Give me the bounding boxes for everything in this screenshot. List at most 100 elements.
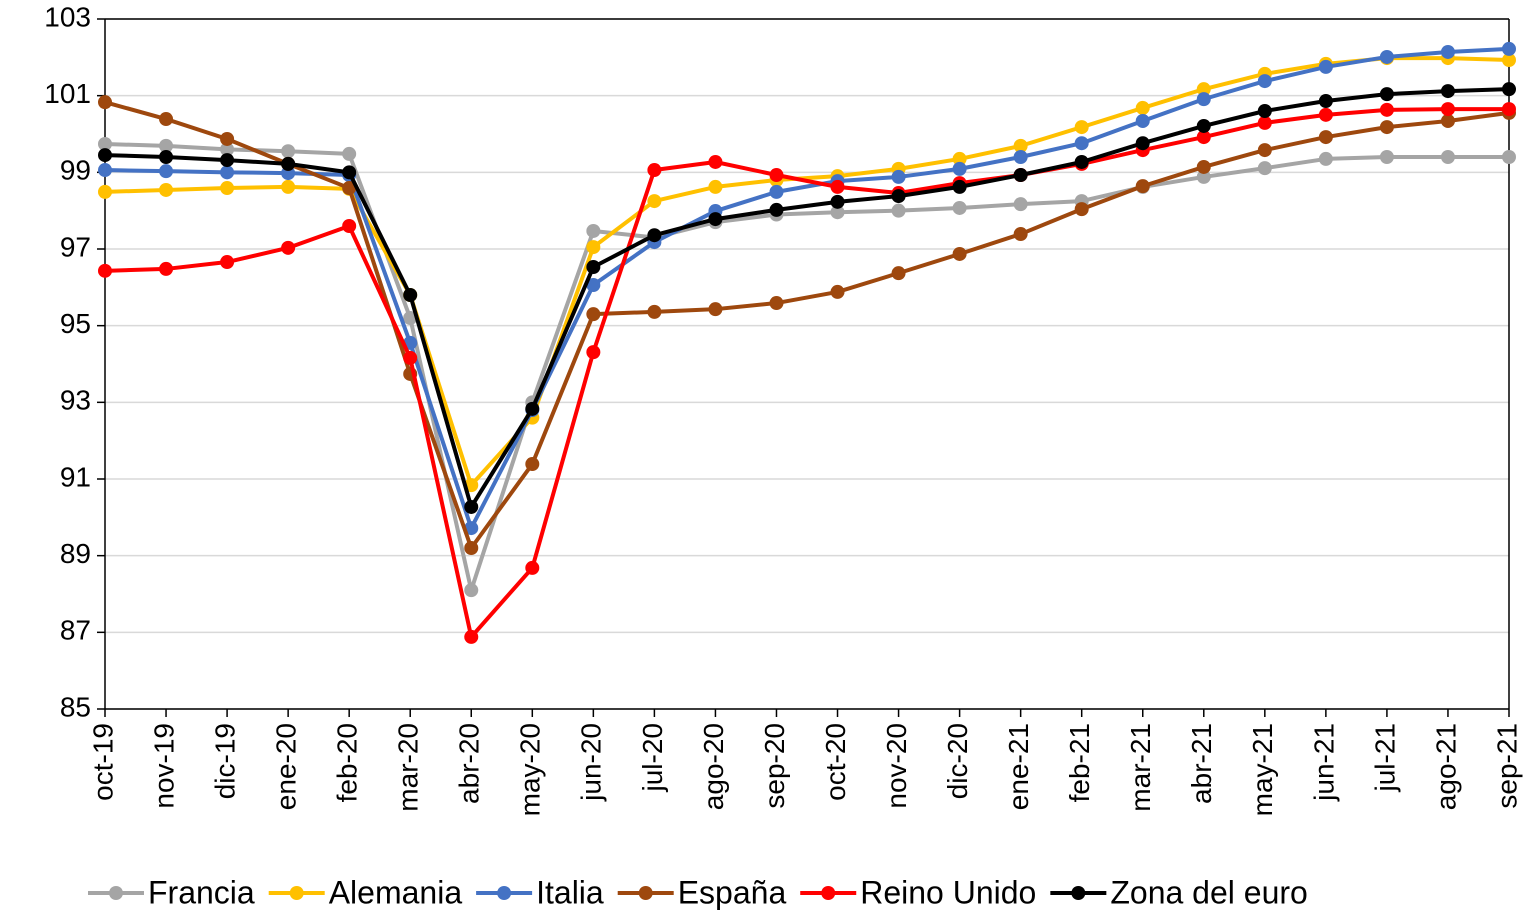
point xyxy=(1135,113,1150,128)
x-tick-label: may-20 xyxy=(515,723,546,816)
point xyxy=(342,181,357,196)
legend-marker xyxy=(497,886,512,900)
point xyxy=(281,156,296,171)
y-tick-label: 91 xyxy=(60,461,91,492)
point xyxy=(586,307,601,322)
point xyxy=(1013,138,1028,153)
point xyxy=(98,148,112,163)
point xyxy=(1257,104,1272,118)
x-tick-label: jul-20 xyxy=(637,723,668,792)
point xyxy=(342,165,357,180)
point xyxy=(1318,107,1333,122)
series-line xyxy=(104,56,1510,488)
y-tick-label: 85 xyxy=(60,691,91,722)
x-tick-label: ago-20 xyxy=(698,723,729,810)
point xyxy=(1440,102,1455,117)
point xyxy=(1379,102,1394,117)
series-line xyxy=(104,87,1510,509)
point xyxy=(342,146,357,161)
point xyxy=(220,153,235,168)
point xyxy=(586,240,601,255)
point xyxy=(1074,136,1089,151)
point xyxy=(159,112,174,127)
point xyxy=(1440,113,1455,128)
x-tick-label: oct-19 xyxy=(87,723,118,801)
point xyxy=(159,150,174,164)
y-tick-label: 87 xyxy=(60,615,91,646)
point xyxy=(952,246,967,261)
point xyxy=(98,163,112,178)
point xyxy=(281,179,296,194)
legend-entry: Alemania xyxy=(268,874,463,910)
point xyxy=(464,541,479,555)
point xyxy=(891,189,906,204)
point xyxy=(769,184,784,199)
point xyxy=(98,184,112,199)
point xyxy=(1257,143,1272,158)
legend-entry: Reino Unido xyxy=(800,874,1036,910)
legend-label: Francia xyxy=(148,874,255,910)
point xyxy=(403,288,418,302)
x-tick-label: dic-19 xyxy=(209,723,240,799)
legend-marker xyxy=(289,886,304,900)
point xyxy=(586,260,601,275)
point xyxy=(1013,168,1028,183)
point xyxy=(1257,161,1272,176)
x-tick-label: jul-21 xyxy=(1369,723,1400,792)
point xyxy=(1196,159,1211,174)
point xyxy=(1074,202,1089,217)
point xyxy=(98,136,112,151)
point xyxy=(1379,49,1394,64)
legend-label: Zona del euro xyxy=(1110,874,1307,910)
legend-marker xyxy=(821,886,836,900)
point xyxy=(1379,150,1394,164)
point xyxy=(586,223,601,238)
point xyxy=(891,203,906,218)
point xyxy=(586,278,601,293)
point xyxy=(525,457,540,472)
x-tick-label: mar-21 xyxy=(1125,723,1156,812)
series-line xyxy=(104,141,1509,593)
point xyxy=(1440,84,1455,99)
point xyxy=(1135,136,1150,151)
legend-entry: Francia xyxy=(88,874,255,910)
x-tick-label: feb-20 xyxy=(332,723,363,802)
point xyxy=(1440,44,1455,59)
point xyxy=(647,163,662,178)
legend-marker xyxy=(638,886,653,900)
point xyxy=(1379,87,1394,102)
point xyxy=(647,228,662,243)
point xyxy=(830,194,845,209)
point xyxy=(1074,154,1089,169)
point xyxy=(830,284,845,299)
point xyxy=(1013,197,1028,212)
point xyxy=(1196,92,1211,107)
legend-label: Alemania xyxy=(329,874,463,910)
legend-entry: España xyxy=(617,874,786,910)
point xyxy=(1318,130,1333,145)
legend-marker xyxy=(1071,886,1086,900)
series-line xyxy=(104,107,1509,639)
point xyxy=(708,302,723,317)
point xyxy=(1196,82,1211,97)
x-tick-label: mar-20 xyxy=(393,723,424,812)
point xyxy=(1013,227,1028,242)
series-line xyxy=(104,100,1510,550)
y-tick-label: 101 xyxy=(44,78,91,109)
y-tick-label: 103 xyxy=(44,1,91,32)
point xyxy=(830,179,845,194)
legend-label: Reino Unido xyxy=(860,874,1036,910)
point xyxy=(403,350,418,365)
point xyxy=(464,499,479,514)
point xyxy=(464,521,479,536)
x-tick-label: ene-21 xyxy=(1003,723,1034,810)
y-tick-label: 89 xyxy=(60,538,91,569)
point xyxy=(220,131,235,146)
point xyxy=(281,240,296,255)
point xyxy=(708,179,723,194)
point xyxy=(464,583,479,598)
point xyxy=(98,95,112,110)
point xyxy=(891,169,906,184)
x-tick-label: nov-20 xyxy=(881,723,912,809)
